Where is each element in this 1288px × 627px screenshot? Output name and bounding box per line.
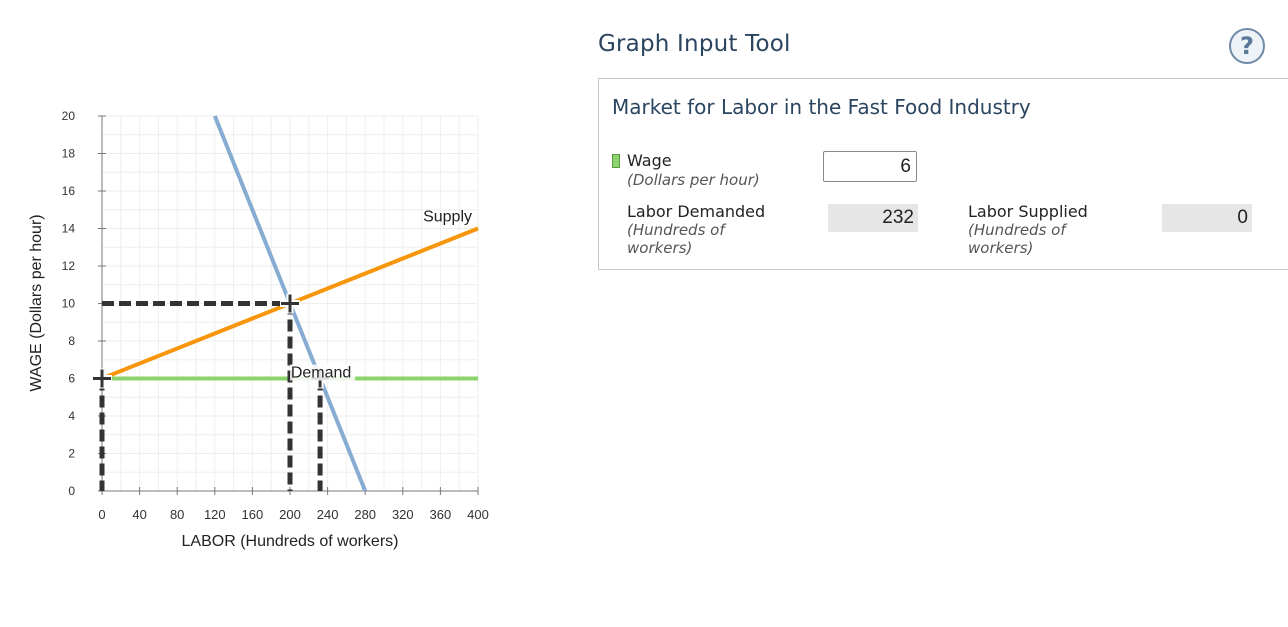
labor-demanded-value: 232 <box>828 204 918 232</box>
y-axis-label: WAGE (Dollars per hour) <box>28 214 45 391</box>
y-tick-label: 20 <box>62 109 76 123</box>
x-tick-label: 160 <box>242 507 264 522</box>
demand-label: Demand <box>291 365 351 382</box>
x-tick-label: 40 <box>132 507 146 522</box>
x-tick-label: 80 <box>170 507 184 522</box>
x-tick-label: 0 <box>98 507 105 522</box>
y-tick-label: 14 <box>62 222 76 236</box>
point-marker[interactable] <box>92 368 112 389</box>
chart-annotations: Supply Demand <box>290 209 472 382</box>
point-marker[interactable] <box>280 293 300 314</box>
wage-legend-swatch <box>612 154 620 168</box>
supply-label: Supply <box>423 209 472 226</box>
x-tick-label: 200 <box>279 507 301 522</box>
x-tick-label: 320 <box>392 507 414 522</box>
wage-unit: (Dollars per hour) <box>627 171 760 189</box>
y-tick-label: 10 <box>62 297 76 311</box>
y-tick-label: 16 <box>62 184 76 198</box>
chart-grid <box>101 115 479 492</box>
x-tick-label: 120 <box>204 507 226 522</box>
y-tick-label: 6 <box>68 372 75 386</box>
y-tick-label: 4 <box>68 409 75 423</box>
x-tick-label: 360 <box>430 507 452 522</box>
tool-title: Graph Input Tool <box>598 31 791 57</box>
y-tick-label: 0 <box>68 484 75 498</box>
input-panel: Market for Labor in the Fast Food Indust… <box>598 78 1288 270</box>
x-tick-label: 240 <box>317 507 339 522</box>
labor-supplied-unit-line2: workers) <box>968 239 1034 257</box>
y-tick-label: 12 <box>62 259 76 273</box>
chart-ticks: 0 40 80 120 160 200 240 280 320 360 400 0 2 4 6 8 10 12 14… <box>62 109 489 522</box>
annotation-bg <box>290 364 356 381</box>
labor-supplied-value: 0 <box>1162 204 1252 232</box>
wage-input[interactable] <box>823 151 917 182</box>
y-tick-label: 8 <box>68 334 75 348</box>
y-tick-label: 2 <box>68 447 75 461</box>
labor-demanded-unit-line2: workers) <box>627 239 693 257</box>
labor-demanded-label: Labor Demanded <box>627 202 766 221</box>
labor-market-chart[interactable]: 0 40 80 120 160 200 240 280 320 360 400 0 2 4 6 8 10 12 14… <box>0 0 590 627</box>
labor-supplied-label: Labor Supplied <box>968 202 1088 221</box>
panel-title: Market for Labor in the Fast Food Indust… <box>612 95 1031 119</box>
x-axis-label: LABOR (Hundreds of workers) <box>182 533 399 550</box>
labor-demanded-unit-line1: (Hundreds of <box>627 221 725 239</box>
x-tick-label: 400 <box>467 507 489 522</box>
y-tick-label: 18 <box>62 147 76 161</box>
help-button[interactable]: ? <box>1229 28 1265 64</box>
labor-supplied-unit-line1: (Hundreds of <box>968 221 1066 239</box>
wage-label: Wage <box>627 151 672 170</box>
x-tick-label: 280 <box>354 507 376 522</box>
